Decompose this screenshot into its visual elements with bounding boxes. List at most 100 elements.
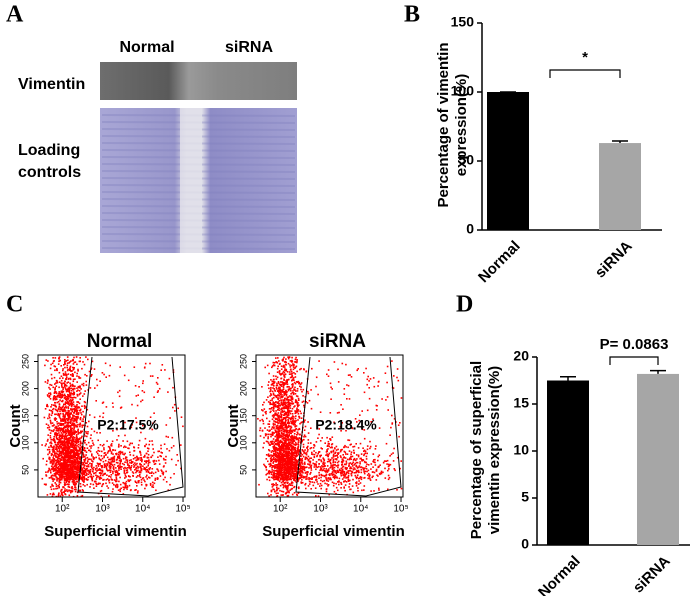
event-dot (288, 386, 290, 388)
event-dot (269, 473, 271, 475)
event-dot (76, 411, 78, 413)
event-dot (50, 441, 52, 443)
event-dot (66, 450, 68, 452)
event-dot (107, 465, 109, 467)
event-dot (275, 470, 277, 472)
event-dot (48, 387, 50, 389)
event-dot (67, 360, 69, 362)
event-dot (49, 395, 51, 397)
event-dot (144, 392, 146, 394)
event-dot (295, 383, 297, 385)
event-dot (73, 357, 75, 359)
event-dot (54, 478, 56, 480)
event-dot (50, 421, 52, 423)
event-dot (82, 464, 84, 466)
event-dot (149, 363, 151, 365)
event-dot (59, 458, 61, 460)
event-dot (99, 458, 101, 460)
event-dot (291, 440, 293, 442)
event-dot (93, 484, 95, 486)
event-dot (292, 485, 294, 487)
event-dot (137, 480, 139, 482)
event-dot (49, 457, 51, 459)
event-dot (93, 476, 95, 478)
event-dot (103, 449, 105, 451)
event-dot (88, 421, 90, 423)
event-dot (65, 460, 67, 462)
event-dot (270, 393, 272, 395)
event-dot (53, 438, 55, 440)
event-dot (265, 411, 267, 413)
event-dot (80, 410, 82, 412)
event-dot (120, 468, 122, 470)
event-dot (58, 413, 60, 415)
event-dot (145, 438, 147, 440)
event-dot (298, 399, 300, 401)
event-dot (69, 400, 71, 402)
event-dot (286, 452, 288, 454)
event-dot (73, 450, 75, 452)
event-dot (56, 430, 58, 432)
event-dot (69, 459, 71, 461)
event-dot (60, 413, 62, 415)
event-dot (269, 421, 271, 423)
event-dot (169, 450, 171, 452)
event-dot (280, 448, 282, 450)
event-dot (120, 453, 122, 455)
event-dot (116, 439, 118, 441)
event-dot (278, 398, 280, 400)
event-dot (65, 360, 67, 362)
event-dot (278, 488, 280, 490)
event-dot (63, 428, 65, 430)
event-dot (71, 434, 73, 436)
event-dot (297, 411, 299, 413)
event-dot (282, 404, 284, 406)
event-dot (166, 436, 168, 438)
event-dot (91, 478, 93, 480)
event-dot (283, 487, 285, 489)
event-dot (74, 447, 76, 449)
event-dot (287, 447, 289, 449)
event-dot (112, 491, 114, 493)
event-dot (109, 482, 111, 484)
event-dot (119, 396, 121, 398)
event-dot (52, 422, 54, 424)
event-dot (128, 476, 130, 478)
event-dot (277, 371, 279, 373)
event-dot (281, 491, 283, 493)
event-dot (112, 461, 114, 463)
event-dot (160, 369, 162, 371)
event-dot (173, 445, 175, 447)
event-dot (277, 368, 279, 370)
event-dot (138, 444, 140, 446)
event-dot (275, 401, 277, 403)
event-dot (276, 464, 278, 466)
event-dot (67, 365, 69, 367)
event-dot (279, 384, 281, 386)
event-dot (268, 401, 270, 403)
event-dot (69, 452, 71, 454)
event-dot (70, 409, 72, 411)
event-dot (294, 413, 296, 415)
event-dot (61, 437, 63, 439)
event-dot (144, 445, 146, 447)
event-dot (121, 407, 123, 409)
event-dot (76, 387, 78, 389)
event-dot (105, 376, 107, 378)
event-dot (69, 370, 71, 372)
event-dot (67, 435, 69, 437)
event-dot (58, 391, 60, 393)
event-dot (80, 490, 82, 492)
event-dot (297, 454, 299, 456)
event-dot (109, 365, 111, 367)
event-dot (66, 376, 68, 378)
event-dot (283, 376, 285, 378)
event-dot (83, 484, 85, 486)
event-dot (102, 445, 104, 447)
event-dot (87, 470, 89, 472)
event-dot (128, 465, 130, 467)
event-dot (280, 454, 282, 456)
event-dot (61, 409, 63, 411)
event-dot (44, 417, 46, 419)
event-dot (61, 468, 63, 470)
